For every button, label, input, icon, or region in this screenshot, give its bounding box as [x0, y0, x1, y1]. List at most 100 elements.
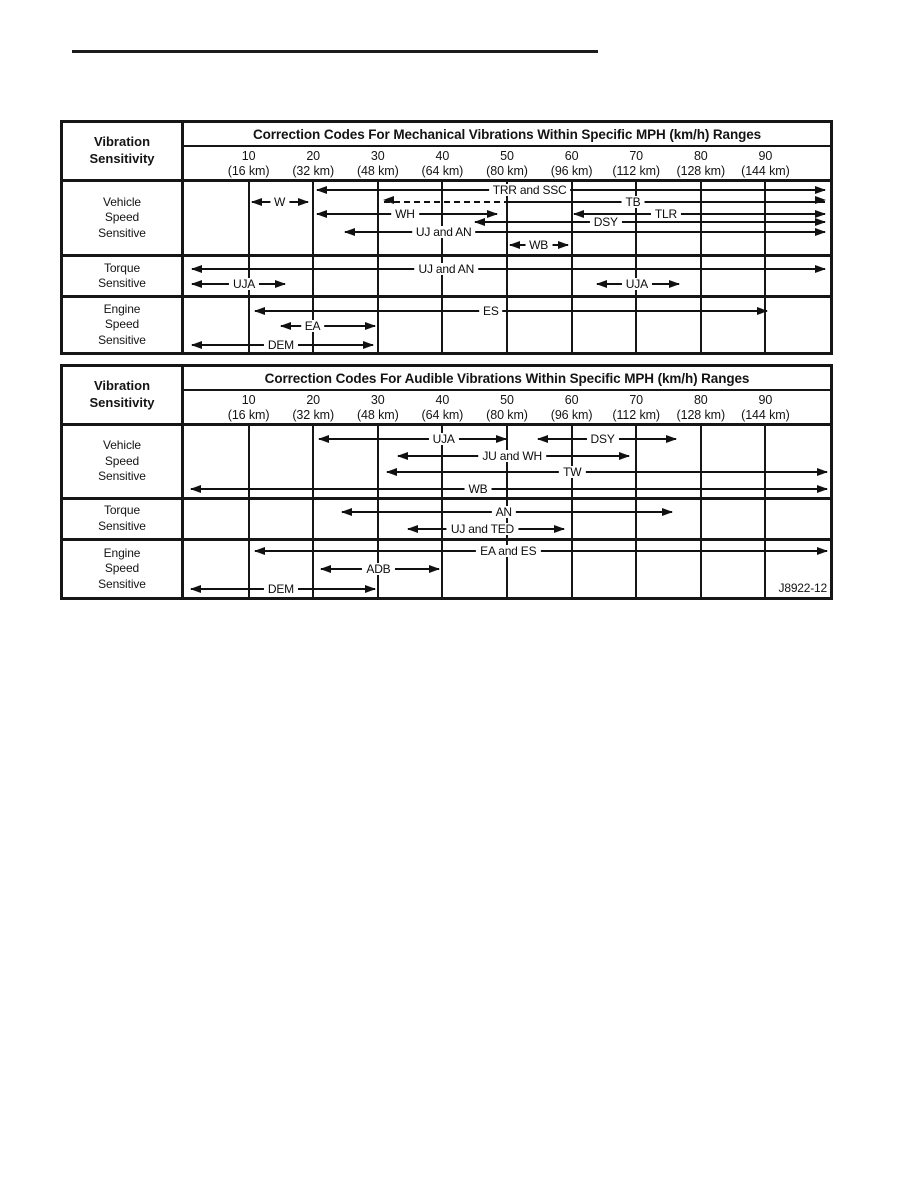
axis-tick: 80 (128 km): [677, 149, 726, 180]
range-arrow: [572, 210, 827, 219]
grid-line: [312, 426, 315, 497]
arrow-label: WB: [464, 483, 492, 496]
arrow-label: W: [270, 196, 290, 209]
arrow-label: UJA: [621, 278, 652, 291]
tick-km: (32 km): [292, 164, 335, 179]
arrowhead-right-icon: [757, 306, 769, 315]
arrow-label: TLR: [650, 208, 681, 221]
tick-mph: 60: [564, 149, 579, 163]
tick-mph: 50: [500, 149, 514, 163]
arrowhead-right-icon: [817, 546, 829, 555]
grid-line: [764, 297, 767, 352]
arrow-label: ADB: [362, 563, 395, 576]
range-arrow: [343, 228, 827, 237]
axis-tick: 90 (144 km): [741, 149, 790, 180]
arrowhead-right-icon: [364, 321, 376, 330]
arrow-label: DEM: [263, 339, 298, 352]
arrowhead-right-icon: [275, 280, 287, 289]
arrow-label: TRR and SSC: [488, 184, 571, 197]
arrow-label: UJA: [229, 278, 260, 291]
grid-line: [506, 182, 508, 255]
range-arrow: [254, 546, 829, 555]
sensitivity-band: Torque Sensitive UJ and AN UJA UJA: [63, 254, 830, 295]
grid-line: [699, 182, 702, 255]
tick-km: (128 km): [676, 164, 726, 179]
arrowhead-left-icon: [396, 452, 408, 461]
grid-line: [247, 182, 250, 255]
grid-line: [635, 257, 638, 295]
sensitivity-band: Engine Speed Sensitive EA and ES ADB DEM J89…: [63, 537, 830, 598]
grid-line: [376, 297, 379, 352]
band-label: Torque Sensitive: [63, 257, 184, 295]
range-arrow: [316, 186, 827, 195]
y-axis-header: Vibration Sensitivity: [63, 367, 184, 423]
tick-mph: 20: [306, 393, 321, 407]
arrowhead-left-icon: [508, 241, 520, 250]
tick-mph: 90: [758, 149, 773, 163]
y-axis-header: Vibration Sensitivity: [63, 123, 184, 179]
arrowhead-left-icon: [190, 265, 202, 274]
sensitivity-band: Vehicle Speed Sensitive UJA DSY JU and WH TW…: [63, 426, 830, 497]
grid-line: [312, 540, 315, 598]
arrowhead-right-icon: [669, 280, 681, 289]
axis-tick: 70 (112 km): [612, 149, 660, 180]
grid-line: [699, 297, 702, 352]
grid-line: [441, 540, 444, 598]
arrowhead-left-icon: [340, 507, 352, 516]
band-plot: TRR and SSC W TB WH TLR DSY UJ and AN WB: [184, 182, 830, 255]
grid-line: [570, 426, 573, 497]
grid-line: [247, 297, 250, 352]
arrowhead-right-icon: [364, 585, 376, 594]
bands: Vehicle Speed Sensitive UJA DSY JU and WH TW…: [63, 423, 830, 598]
tick-mph: 80: [693, 393, 708, 407]
range-arrow: [190, 485, 829, 494]
band-plot: ES EA DEM: [184, 297, 830, 352]
arrowhead-left-icon: [190, 485, 202, 494]
grid-line: [312, 182, 315, 255]
arrowhead-left-icon: [254, 306, 266, 315]
arrowhead-right-icon: [362, 341, 374, 350]
tick-km: (16 km): [227, 164, 270, 179]
grid-line: [635, 540, 638, 598]
arrow-label: UJ and AN: [411, 226, 476, 239]
tick-mph: 20: [306, 149, 321, 163]
grid-line: [376, 499, 379, 538]
band-plot: UJ and AN UJA UJA: [184, 257, 830, 295]
arrow-label: AN: [491, 505, 516, 518]
grid-line: [570, 297, 573, 352]
arrowhead-left-icon: [251, 198, 263, 207]
grid-line: [312, 499, 315, 538]
arrowhead-right-icon: [817, 485, 829, 494]
axis-tick: 60 (96 km): [551, 149, 593, 180]
grid-line: [764, 540, 767, 598]
grid-line: [312, 257, 315, 295]
grid-line: [570, 257, 573, 295]
arrowhead-left-icon: [254, 546, 266, 555]
axis-tick: 10 (16 km): [228, 393, 270, 424]
arrow-label: TW: [559, 466, 586, 479]
arrowhead-left-icon: [318, 435, 329, 444]
grid-line: [506, 499, 508, 538]
axis-tick: 80 (128 km): [677, 393, 726, 424]
axis-tick: 20 (32 km): [292, 393, 334, 424]
axis-tick: 30 (48 km): [357, 393, 399, 424]
grid-line: [247, 257, 250, 295]
grid-line: [764, 426, 767, 497]
band-plot: AN UJ and TED: [184, 499, 830, 538]
arrowhead-left-icon: [316, 186, 328, 195]
sensitivity-band: Vehicle Speed Sensitive TRR and SSC W TB WH T…: [63, 182, 830, 255]
grid-line: [441, 257, 444, 295]
band-plot: UJA DSY JU and WH TW WB: [184, 426, 830, 497]
tick-km: (144 km): [741, 164, 790, 179]
grid-line: [247, 540, 250, 598]
arrow-label: DEM: [263, 583, 298, 596]
bands: Vehicle Speed Sensitive TRR and SSC W TB WH T…: [63, 179, 830, 352]
grid-line: [764, 499, 767, 538]
band-label: Torque Sensitive: [63, 499, 184, 538]
axis-tick: 40 (64 km): [422, 149, 464, 180]
arrowhead-left-icon: [343, 228, 355, 237]
grid-line: [570, 499, 573, 538]
arrowhead-right-icon: [662, 507, 674, 516]
range-arrow: [190, 265, 827, 274]
